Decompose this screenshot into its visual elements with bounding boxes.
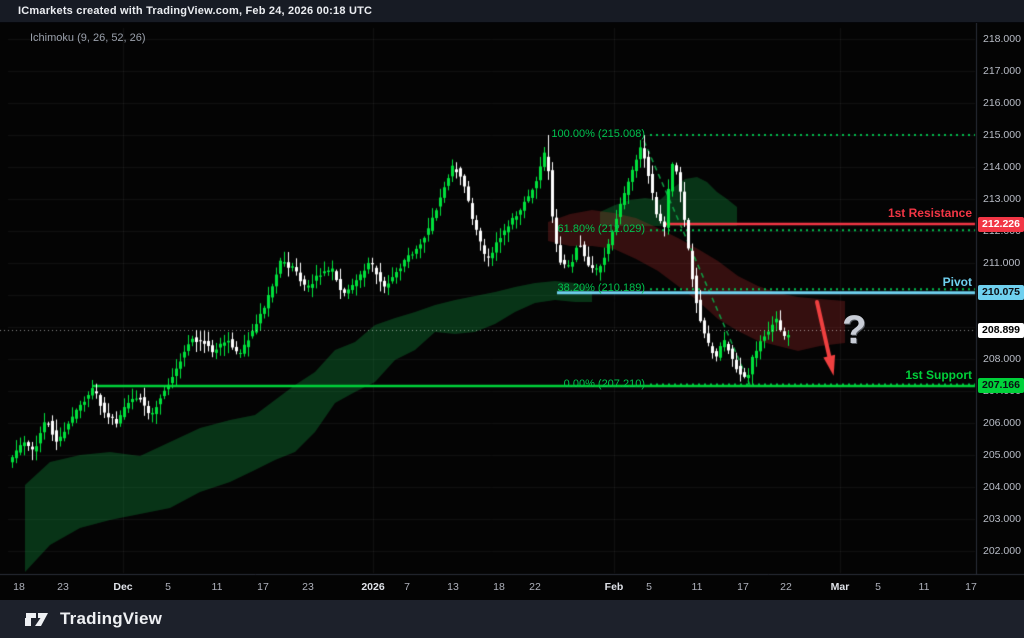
price-badge-pivot: 210.075 [978,285,1024,301]
price-axis-label[interactable]: 205.000 [983,449,1021,462]
time-axis-label[interactable]: 23 [302,581,314,593]
indicator-legend[interactable]: Ichimoku (9, 26, 52, 26) [30,32,146,44]
price-axis-label[interactable]: 206.000 [983,417,1021,430]
price-axis-label[interactable]: 217.000 [983,65,1021,78]
time-axis-label[interactable]: 11 [211,581,223,593]
price-axis-label[interactable]: 208.000 [983,353,1021,366]
price-axis-label[interactable]: 213.000 [983,193,1021,206]
time-axis-label[interactable]: 2026 [361,581,385,593]
price-axis-label[interactable]: 202.000 [983,545,1021,558]
time-axis-label[interactable]: 5 [165,581,171,593]
price-axis-label[interactable]: 211.000 [983,257,1021,270]
time-axis-label[interactable]: Mar [830,581,850,593]
current-price-badge: 208.899 [978,322,1024,338]
fib-level-label: 100.00% (215.008) [551,128,645,140]
level-label-pivot: Pivot [942,274,972,289]
tradingview-wordmark[interactable]: TradingView [60,609,163,628]
time-axis-label[interactable]: 11 [918,581,930,593]
time-axis-label[interactable]: 5 [875,581,881,593]
price-axis-label[interactable]: 203.000 [983,513,1021,526]
time-axis-label[interactable]: 7 [404,581,410,593]
time-axis-label[interactable]: 11 [691,581,703,593]
price-axis-label[interactable]: 204.000 [983,481,1021,494]
price-axis-label[interactable]: 216.000 [983,97,1021,110]
time-axis-label[interactable]: 22 [780,581,792,593]
time-axis-label[interactable]: 17 [965,581,977,593]
fib-level-label: 0.00% (207.210) [563,377,645,390]
price-axis-label[interactable]: 214.000 [983,161,1021,174]
time-axis-label[interactable]: 18 [13,581,25,593]
time-axis-label[interactable]: 17 [737,581,749,593]
time-axis-label[interactable]: Dec [113,581,133,593]
fib-level-label: 61.80% (212.029) [557,223,645,236]
chart-header-title: ICmarkets created with TradingView.com, … [18,5,373,17]
time-axis-label[interactable]: 23 [57,581,69,593]
time-axis-label[interactable]: 22 [529,581,541,593]
time-axis-label[interactable]: 5 [646,581,652,593]
time-axis-label[interactable]: 13 [447,581,459,593]
price-badge-resistance: 212.226 [978,216,1024,232]
price-axis-label[interactable]: 218.000 [983,33,1021,46]
time-axis-label[interactable]: 18 [493,581,505,593]
level-label-resistance: 1st Resistance [887,206,972,221]
chart-header: ICmarkets created with TradingView.com, … [0,0,1024,23]
footer-bar: TradingView [0,600,1024,638]
time-axis-label[interactable]: Feb [604,581,624,593]
time-axis-label[interactable]: 17 [257,581,269,593]
tradingview-logo-icon[interactable] [24,608,50,630]
level-label-support: 1st Support [905,367,972,382]
question-mark-annotation: ? [842,308,867,352]
fib-level-label: 38.20% (210.189) [557,282,645,295]
price-badge-support: 207.166 [978,378,1024,394]
price-axis-label[interactable]: 215.000 [983,129,1021,142]
